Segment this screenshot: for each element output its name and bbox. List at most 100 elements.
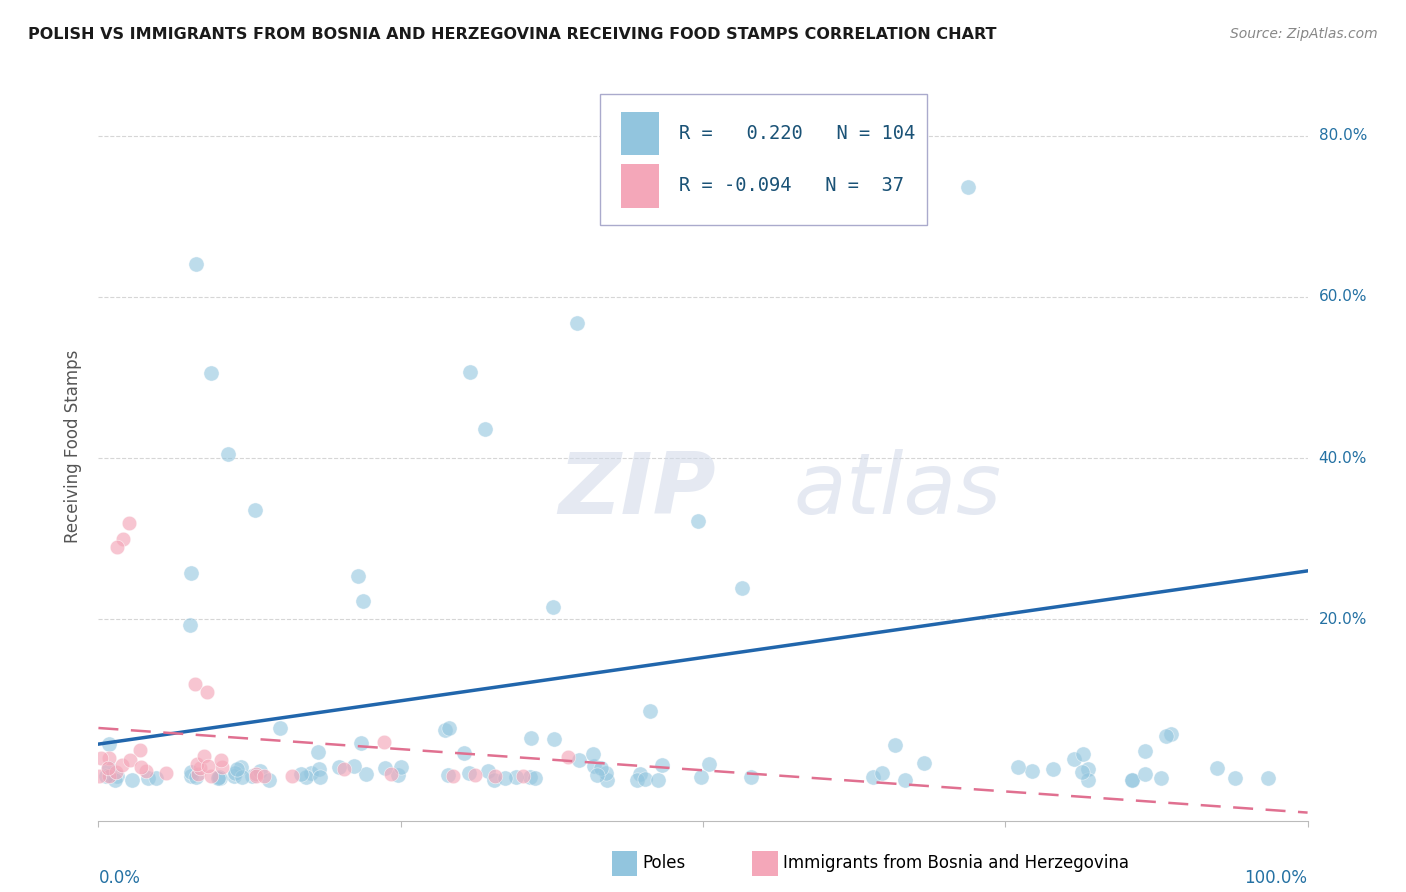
Point xyxy=(441,769,464,783)
Point xyxy=(484,769,506,783)
Point xyxy=(347,569,370,583)
Point xyxy=(541,599,564,614)
Point xyxy=(105,769,128,783)
Point xyxy=(245,766,267,780)
Point xyxy=(1206,761,1229,775)
Point xyxy=(688,514,710,528)
Point xyxy=(231,771,253,785)
Point xyxy=(200,769,222,783)
Point xyxy=(184,257,207,271)
Point xyxy=(870,766,893,780)
Point xyxy=(354,766,377,780)
Text: 20.0%: 20.0% xyxy=(1319,612,1367,627)
Point xyxy=(186,756,208,771)
Point xyxy=(1007,760,1029,774)
Point xyxy=(97,769,120,783)
Text: Immigrants from Bosnia and Herzegovina: Immigrants from Bosnia and Herzegovina xyxy=(783,855,1129,872)
Point xyxy=(299,766,322,780)
Point xyxy=(1021,764,1043,779)
Point xyxy=(582,747,605,762)
Point xyxy=(494,771,516,785)
Point xyxy=(197,759,219,773)
Point xyxy=(512,769,534,783)
Point xyxy=(690,770,713,784)
Point xyxy=(557,750,579,764)
Text: Source: ZipAtlas.com: Source: ZipAtlas.com xyxy=(1230,27,1378,41)
Point xyxy=(145,772,167,786)
Point xyxy=(523,771,546,785)
Point xyxy=(647,772,669,787)
Point xyxy=(104,764,127,779)
Point xyxy=(333,762,356,776)
Point xyxy=(184,770,207,784)
Point xyxy=(591,761,613,775)
Point xyxy=(1071,747,1094,761)
Point xyxy=(740,770,762,784)
Text: 100.0%: 100.0% xyxy=(1244,870,1308,888)
Point xyxy=(387,768,409,782)
Point xyxy=(257,772,280,787)
Point xyxy=(155,765,177,780)
Point xyxy=(374,761,396,775)
Point xyxy=(1150,771,1173,785)
Point xyxy=(110,758,132,772)
Point xyxy=(188,761,211,775)
Text: Poles: Poles xyxy=(643,855,686,872)
Point xyxy=(437,721,460,735)
Point xyxy=(568,753,591,767)
Point xyxy=(697,757,720,772)
Point xyxy=(520,731,543,745)
Point xyxy=(118,516,141,530)
Point xyxy=(1133,767,1156,781)
Point xyxy=(104,772,127,787)
Point xyxy=(309,770,332,784)
Point xyxy=(209,753,232,767)
Point xyxy=(180,566,202,581)
Text: 40.0%: 40.0% xyxy=(1319,450,1367,466)
Point xyxy=(460,365,482,379)
Point xyxy=(912,756,935,770)
Point xyxy=(217,447,239,461)
Point xyxy=(1223,771,1246,785)
Point xyxy=(505,770,527,784)
Point xyxy=(226,762,249,776)
Point xyxy=(482,772,505,787)
Text: POLISH VS IMMIGRANTS FROM BOSNIA AND HERZEGOVINA RECEIVING FOOD STAMPS CORRELATI: POLISH VS IMMIGRANTS FROM BOSNIA AND HER… xyxy=(28,27,997,42)
Point xyxy=(1257,772,1279,786)
Point xyxy=(436,768,458,782)
Point xyxy=(222,769,245,783)
Point xyxy=(98,751,121,765)
Point xyxy=(129,760,152,774)
Point xyxy=(135,764,157,778)
Point xyxy=(87,769,110,783)
Point xyxy=(136,771,159,785)
Point xyxy=(193,748,215,763)
Point xyxy=(120,753,142,767)
Point xyxy=(519,771,541,785)
Point xyxy=(1042,762,1064,776)
Point xyxy=(187,767,209,781)
Bar xyxy=(621,164,659,208)
Point xyxy=(129,742,152,756)
Point xyxy=(634,772,657,787)
Y-axis label: Receiving Food Stamps: Receiving Food Stamps xyxy=(65,350,83,542)
Point xyxy=(98,768,121,782)
Point xyxy=(179,618,201,632)
Point xyxy=(200,366,222,380)
FancyBboxPatch shape xyxy=(600,94,927,225)
Point xyxy=(862,770,884,784)
Point xyxy=(295,770,318,784)
Point xyxy=(434,723,457,737)
Point xyxy=(352,594,374,608)
Point xyxy=(90,751,112,765)
Point xyxy=(245,769,267,783)
Point xyxy=(389,760,412,774)
Point xyxy=(595,765,617,780)
Text: atlas: atlas xyxy=(793,450,1001,533)
Point xyxy=(94,769,117,783)
Point xyxy=(1077,772,1099,787)
Point xyxy=(1160,727,1182,741)
Point xyxy=(207,772,229,786)
Text: 80.0%: 80.0% xyxy=(1319,128,1367,144)
Point xyxy=(184,676,207,690)
